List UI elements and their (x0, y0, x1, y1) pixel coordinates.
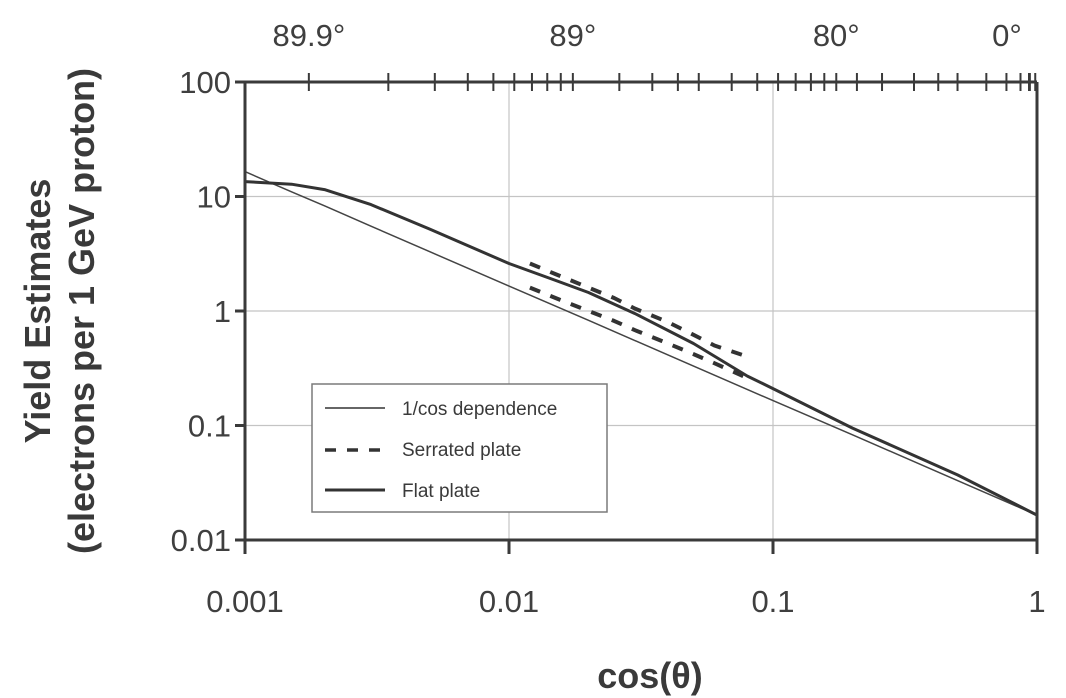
y-tick-label: 100 (179, 65, 231, 100)
y-tick-label: 0.01 (171, 523, 231, 558)
x-tick-label: 0.001 (206, 584, 284, 619)
series-serrated-plate-line (529, 261, 749, 359)
x-tick-label: 0.1 (751, 584, 794, 619)
series-1cos-dependence-line (244, 170, 1038, 516)
y-tick-label: 10 (197, 180, 231, 215)
legend-label-1cos: 1/cos dependence (402, 399, 557, 420)
y-tick-label: 1 (214, 294, 231, 329)
series-layer (244, 170, 1038, 517)
top-angle-label: 89° (549, 18, 596, 53)
legend: 1/cos dependence Serrated plate Flat pla… (311, 383, 608, 513)
axis-layer (243, 80, 1039, 542)
x-tick-label: 1 (1028, 584, 1045, 619)
legend-label-serrated: Serrated plate (402, 440, 521, 461)
x-axis-title: cos(θ) (597, 655, 702, 696)
y-axis-title-line2: (electrons per 1 GeV proton) (61, 68, 102, 554)
series-serrated-plate-line (529, 285, 749, 380)
top-angle-label: 0° (992, 18, 1022, 53)
y-tick-label: 0.1 (188, 409, 231, 444)
x-tick-label: 0.01 (479, 584, 539, 619)
top-angle-label: 80° (813, 18, 860, 53)
top-angle-label: 89.9° (272, 18, 345, 53)
y-axis-title-line1: Yield Estimates (17, 179, 58, 444)
tick-layer: 100 10 1 0.1 0.01 0.001 0.01 0.1 1 89.9° 89° 80° 0° (171, 18, 1046, 619)
series-flat-plate-line (244, 180, 1038, 517)
legend-label-flat: Flat plate (402, 481, 480, 502)
